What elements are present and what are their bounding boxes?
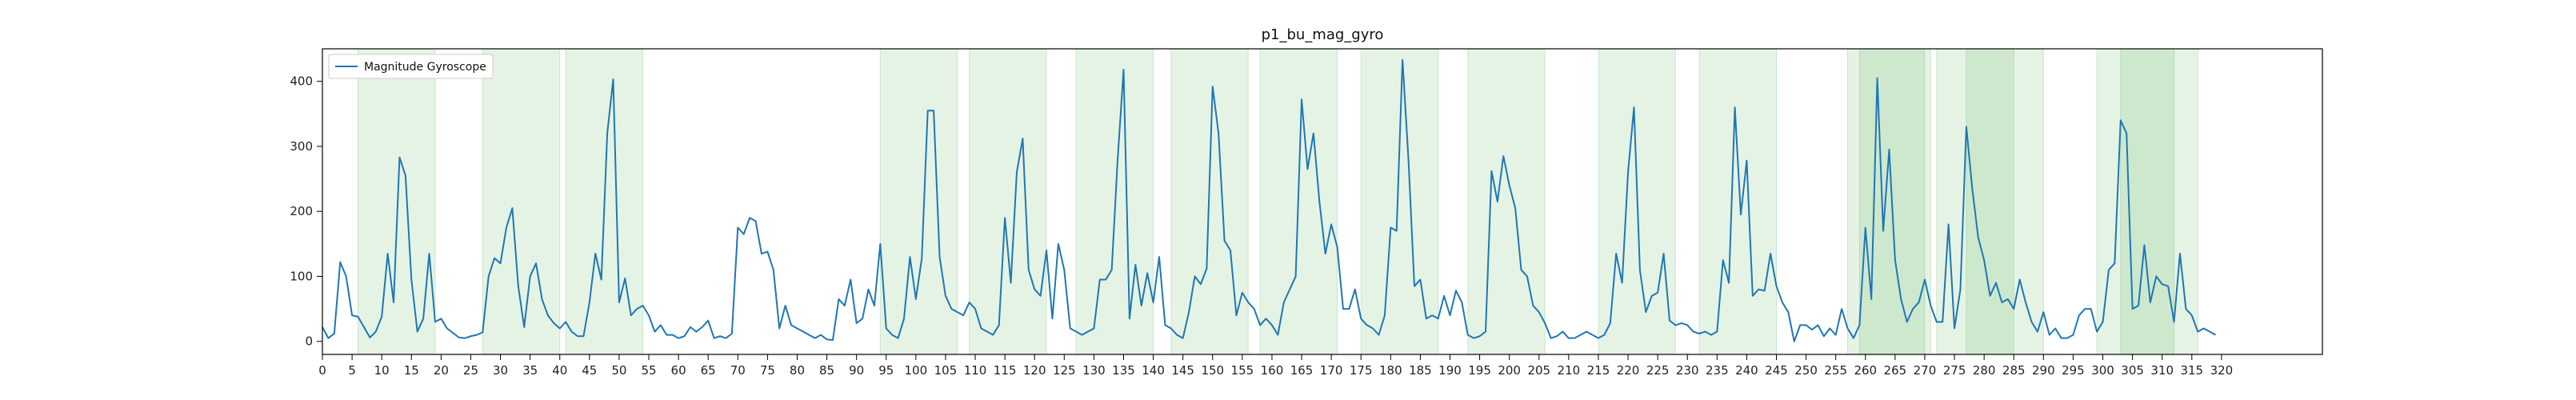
- shaded-region: [1936, 48, 2014, 355]
- x-tick-label: 0: [318, 363, 326, 378]
- x-tick-label: 185: [1409, 363, 1432, 378]
- x-tick-label: 20: [434, 363, 449, 378]
- x-tick-label: 205: [1527, 363, 1550, 378]
- shaded-regions: [358, 48, 2198, 355]
- x-tick-label: 25: [463, 363, 478, 378]
- x-tick-label: 290: [2032, 363, 2055, 378]
- x-tick-label: 85: [819, 363, 834, 378]
- x-tick-label: 310: [2150, 363, 2174, 378]
- chart-title: p1_bu_mag_gyro: [1262, 26, 1384, 43]
- x-tick-label: 100: [905, 363, 928, 378]
- x-tick-label: 150: [1201, 363, 1224, 378]
- x-tick-label: 90: [849, 363, 864, 378]
- plot-frame: [322, 48, 2323, 355]
- x-tick-label: 225: [1646, 363, 1670, 378]
- y-axis: 0 100 200 300 400: [290, 74, 322, 349]
- x-tick-label: 275: [1943, 363, 1966, 378]
- x-tick-label: 175: [1350, 363, 1373, 378]
- y-tick-label: 300: [290, 139, 313, 154]
- x-tick-label: 105: [934, 363, 958, 378]
- x-tick-label: 40: [552, 363, 567, 378]
- x-tick-label: 210: [1558, 363, 1581, 378]
- x-tick-label: 180: [1379, 363, 1402, 378]
- x-tick-label: 285: [2002, 363, 2026, 378]
- x-tick-label: 265: [1884, 363, 1907, 378]
- x-tick-label: 270: [1914, 363, 1937, 378]
- x-tick-label: 95: [878, 363, 894, 378]
- y-tick-label: 400: [290, 74, 313, 89]
- shaded-region: [1467, 48, 1546, 355]
- x-tick-label: 305: [2121, 363, 2144, 378]
- shaded-region: [1858, 48, 1931, 355]
- x-tick-label: 255: [1824, 363, 1847, 378]
- shaded-region: [358, 48, 436, 355]
- x-axis: 0 5 10 15 20 25 30 35 40 45 50 55 60 65 70 75 80 85 90 95 10…: [318, 354, 2233, 378]
- x-tick-label: 80: [790, 363, 805, 378]
- x-tick-label: 110: [964, 363, 987, 378]
- x-tick-label: 245: [1765, 363, 1788, 378]
- y-tick-label: 0: [305, 334, 313, 349]
- x-tick-label: 235: [1706, 363, 1729, 378]
- x-tick-label: 160: [1261, 363, 1284, 378]
- legend-label: Magnitude Gyroscope: [364, 61, 486, 74]
- x-tick-label: 65: [701, 363, 716, 378]
- x-tick-label: 165: [1290, 363, 1314, 378]
- x-tick-label: 260: [1854, 363, 1877, 378]
- x-tick-label: 55: [641, 363, 656, 378]
- shaded-region: [1360, 48, 1439, 355]
- x-tick-label: 70: [730, 363, 746, 378]
- shaded-region: [969, 48, 1047, 355]
- x-tick-label: 190: [1438, 363, 1462, 378]
- x-tick-label: 220: [1617, 363, 1640, 378]
- shaded-region: [879, 48, 958, 355]
- shaded-region: [1698, 48, 1778, 355]
- x-tick-label: 170: [1320, 363, 1343, 378]
- shaded-region: [2096, 48, 2175, 355]
- legend: Magnitude Gyroscope: [328, 54, 494, 79]
- x-tick-label: 155: [1231, 363, 1254, 378]
- y-tick-label: 100: [290, 269, 313, 283]
- x-tick-label: 120: [1023, 363, 1046, 378]
- x-tick-label: 195: [1468, 363, 1491, 378]
- plot-area: [322, 58, 2216, 342]
- x-tick-label: 30: [493, 363, 508, 378]
- x-tick-label: 315: [2180, 363, 2203, 378]
- x-tick-label: 145: [1171, 363, 1194, 378]
- x-tick-label: 10: [374, 363, 390, 378]
- x-tick-label: 140: [1142, 363, 1165, 378]
- x-tick-label: 115: [994, 363, 1017, 378]
- legend-box: [328, 54, 494, 79]
- x-tick-label: 135: [1112, 363, 1135, 378]
- shaded-region: [1966, 48, 2044, 355]
- x-tick-label: 35: [522, 363, 538, 378]
- x-tick-label: 280: [1973, 363, 1996, 378]
- x-tick-label: 295: [2062, 363, 2085, 378]
- x-tick-label: 230: [1676, 363, 1699, 378]
- y-tick-label: 200: [290, 204, 313, 218]
- x-tick-label: 130: [1082, 363, 1106, 378]
- x-tick-label: 45: [582, 363, 597, 378]
- x-tick-label: 300: [2091, 363, 2114, 378]
- x-tick-label: 200: [1498, 363, 1521, 378]
- x-tick-label: 15: [404, 363, 419, 378]
- x-tick-label: 215: [1587, 363, 1610, 378]
- x-tick-label: 60: [671, 363, 686, 378]
- x-tick-label: 75: [760, 363, 775, 378]
- x-tick-label: 240: [1735, 363, 1758, 378]
- series-line: [322, 58, 2216, 342]
- x-tick-label: 50: [611, 363, 626, 378]
- x-tick-label: 320: [2210, 363, 2234, 378]
- x-tick-label: 125: [1053, 363, 1076, 378]
- x-tick-label: 250: [1794, 363, 1818, 378]
- x-tick-label: 5: [348, 363, 356, 378]
